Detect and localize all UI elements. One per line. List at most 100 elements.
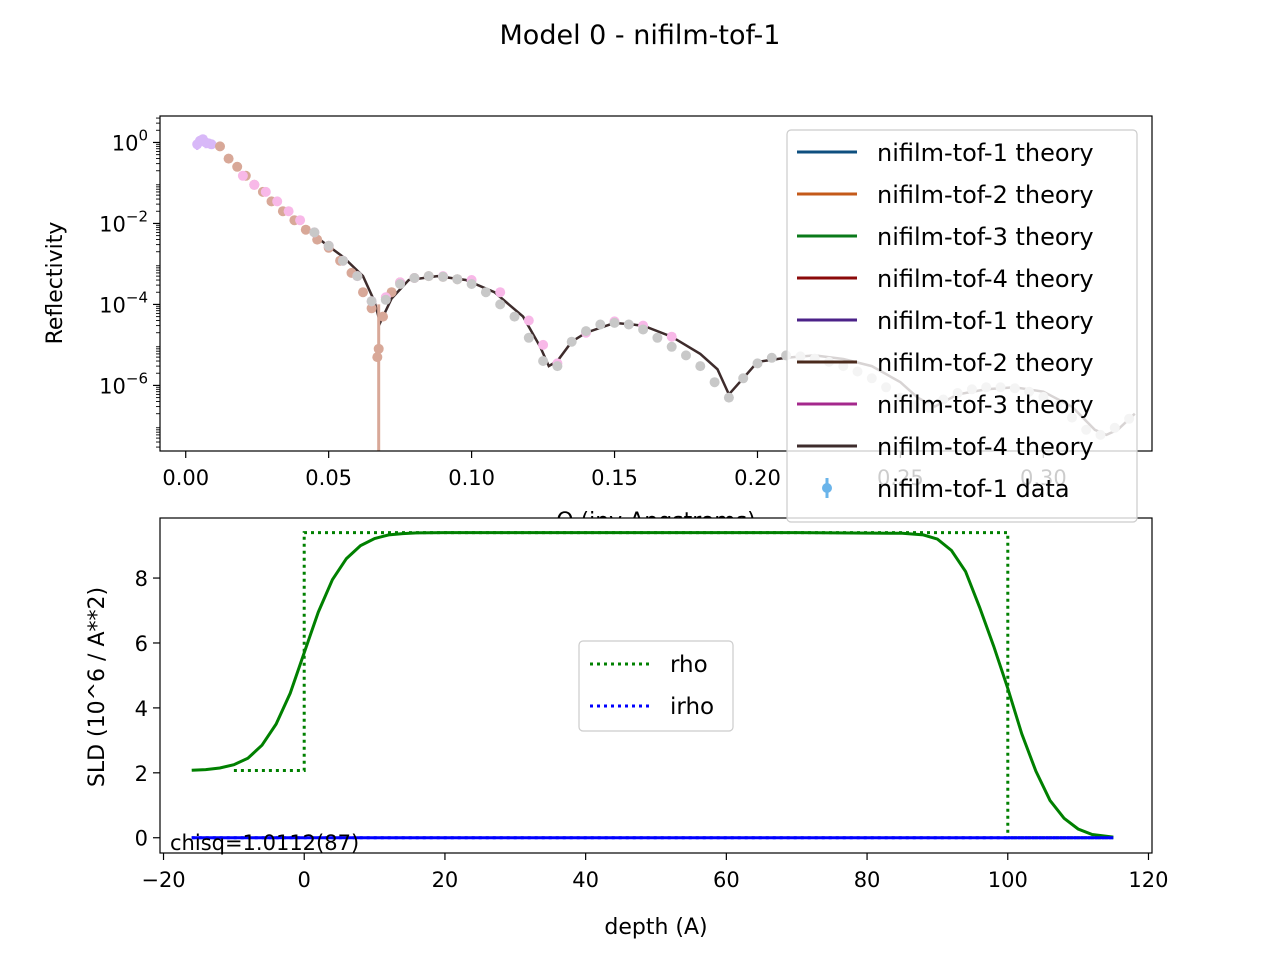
reflectivity-data-point	[523, 315, 534, 326]
sld-x-tick-label: 80	[854, 868, 881, 892]
reflectivity-data-point	[681, 350, 691, 361]
reflectivity-data-point	[237, 170, 248, 181]
reflectivity-data-point	[495, 299, 506, 310]
chisq-annotation: chisq=1.0112(87)	[170, 831, 359, 855]
reflectivity-x-tick-label: 0.10	[448, 466, 495, 490]
reflectivity-y-tick-label: 10−6	[99, 369, 148, 398]
reflectivity-legend: nifilm-tof-1 theory nifilm-tof-2 theory ni…	[786, 129, 1138, 523]
reflectivity-legend-marker	[822, 483, 832, 493]
reflectivity-data-point	[552, 361, 563, 372]
reflectivity-data-point	[480, 287, 491, 298]
reflectivity-data-point	[352, 271, 363, 282]
reflectivity-x-tick-label: 0.05	[305, 466, 352, 490]
sld-y-ticks: 0 2 4 6 8	[135, 567, 160, 851]
sld-legend: rho irho	[578, 640, 734, 732]
reflectivity-data-point	[309, 227, 320, 238]
sld-y-tick-label: 6	[135, 632, 148, 656]
reflectivity-data-point	[438, 271, 448, 282]
reflectivity-legend-frame	[786, 129, 1138, 523]
reflectivity-data-point	[695, 361, 706, 372]
reflectivity-data-point	[380, 294, 391, 305]
reflectivity-data-point	[373, 343, 384, 354]
sld-axes-frame	[159, 517, 1153, 854]
reflectivity-data-point	[595, 319, 606, 330]
reflectivity-legend-label: nifilm-tof-1 theory	[877, 307, 1094, 335]
reflectivity-data-point	[283, 206, 294, 217]
reflectivity-data-point	[423, 271, 434, 282]
sld-x-tick-label: 0	[298, 868, 311, 892]
figure-title: Model 0 - nifilm-tof-1	[500, 20, 781, 51]
reflectivity-legend-label: nifilm-tof-2 theory	[877, 181, 1094, 209]
reflectivity-data-point	[215, 141, 225, 152]
reflectivity-data-point	[366, 296, 377, 307]
reflectivity-data-point	[566, 336, 577, 347]
sld-y-tick-label: 8	[135, 567, 148, 591]
reflectivity-data-point	[223, 153, 234, 164]
reflectivity-data-point	[300, 224, 311, 235]
reflectivity-data-point	[623, 319, 634, 330]
reflectivity-data-point	[652, 332, 663, 343]
reflectivity-data-point	[738, 373, 749, 384]
reflectivity-legend-label: nifilm-tof-4 theory	[877, 433, 1094, 461]
reflectivity-x-tick-label: 0.15	[591, 466, 638, 490]
reflectivity-data-point	[452, 274, 463, 285]
reflectivity-data-point	[323, 240, 334, 251]
sld-legend-frame	[578, 640, 734, 732]
reflectivity-x-tick-label: 0.00	[162, 466, 209, 490]
reflectivity-data-point	[366, 303, 377, 314]
reflectivity-legend-label: nifilm-tof-1 data	[877, 475, 1070, 503]
reflectivity-data-point	[378, 311, 388, 322]
reflectivity-legend-label: nifilm-tof-4 theory	[877, 265, 1094, 293]
sld-x-tick-label: 40	[572, 868, 599, 892]
reflectivity-data-point	[409, 273, 420, 283]
reflectivity-y-axis-label: Reflectivity	[43, 222, 68, 345]
reflectivity-data-point	[666, 331, 677, 342]
reflectivity-data-point	[495, 287, 506, 298]
reflectivity-y-tick-label: 10−2	[99, 207, 148, 236]
sld-legend-irho-label: irho	[670, 694, 714, 720]
sld-y-axis-label: SLD (10^6 / A**2)	[85, 587, 110, 787]
reflectivity-data-point	[766, 352, 777, 363]
reflectivity-data-point	[609, 317, 620, 328]
reflectivity-data-point	[260, 186, 271, 197]
sld-profile-smooth	[191, 531, 1114, 839]
sld-x-tick-label: 120	[1128, 868, 1168, 892]
reflectivity-data-point	[666, 341, 677, 352]
reflectivity-data-point	[723, 392, 734, 403]
reflectivity-data-point	[509, 311, 520, 322]
reflectivity-data-point	[395, 279, 406, 289]
reflectivity-data-point	[338, 255, 348, 266]
sld-x-axis-label: depth (A)	[604, 915, 707, 940]
sld-axes: −20 0 20 40 60 80 100 120 0 2 4 6 8 SLD (10^6 / A**…	[85, 517, 1169, 940]
sld-y-tick-label: 0	[135, 827, 148, 851]
reflectivity-data-point	[206, 139, 217, 150]
reflectivity-data-point	[538, 356, 549, 366]
sld-x-ticks: −20 0 20 40 60 80 100 120	[141, 853, 1169, 892]
reflectivity-y-tick-label: 100	[112, 126, 148, 155]
sld-x-tick-label: −20	[141, 868, 185, 892]
sld-x-tick-label: 100	[988, 868, 1028, 892]
reflectivity-data-point	[249, 179, 260, 190]
sld-x-tick-label: 20	[432, 868, 459, 892]
reflectivity-y-tick-label: 10−4	[99, 288, 148, 317]
reflectivity-legend-label: nifilm-tof-3 theory	[877, 391, 1094, 419]
reflectivity-data-point	[538, 339, 549, 350]
reflectivity-data-point	[581, 326, 591, 337]
sld-y-tick-label: 2	[135, 762, 148, 786]
sld-x-tick-label: 60	[713, 868, 740, 892]
reflectivity-data-point	[523, 332, 534, 343]
reflectivity-y-ticks: 100 10−2 10−4 10−6	[99, 117, 160, 448]
sld-y-tick-label: 4	[135, 697, 148, 721]
reflectivity-data-point	[709, 377, 720, 388]
reflectivity-data-point	[272, 196, 283, 207]
reflectivity-legend-label: nifilm-tof-1 theory	[877, 139, 1094, 167]
reflectivity-data-point	[638, 324, 649, 335]
reflectivity-data-point	[232, 161, 243, 172]
reflectivity-legend-label: nifilm-tof-3 theory	[877, 223, 1094, 251]
reflectivity-data-point	[466, 279, 477, 289]
reflectivity-data-point	[295, 215, 306, 226]
sld-legend-rho-label: rho	[670, 652, 708, 678]
sld-plot-area	[191, 531, 1114, 840]
reflectivity-axes-frame	[159, 115, 1153, 452]
